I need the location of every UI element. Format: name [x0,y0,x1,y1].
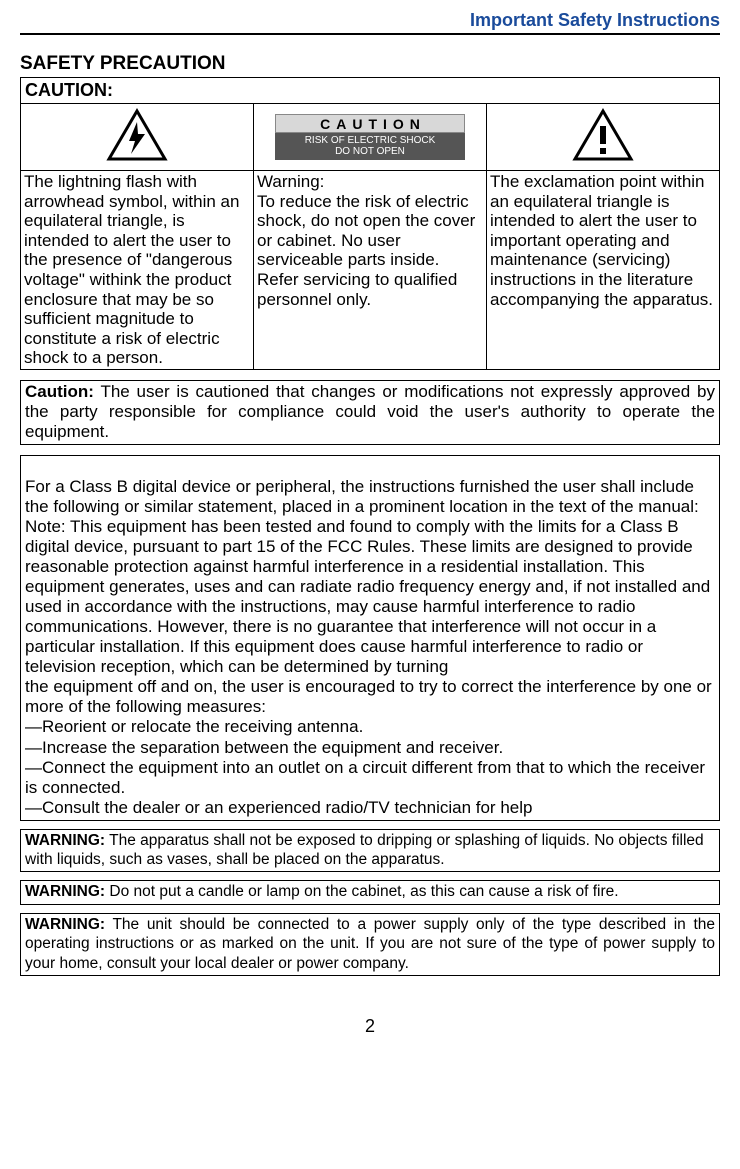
warning-label: WARNING: [25,883,105,900]
warning-box-2: WARNING: Do not put a candle or lamp on … [20,880,720,904]
caution-table: CAUTION: CAUTION RISK OF ELECTRIC SHOCK … [20,77,720,370]
warning-text: The apparatus shall not be exposed to dr… [25,832,704,868]
lightning-triangle-icon-cell [21,103,254,171]
caution-label-bottom: RISK OF ELECTRIC SHOCK DO NOT OPEN [275,133,465,160]
exclamation-triangle-icon-cell [487,103,720,171]
section-title: SAFETY PRECAUTION [20,53,720,77]
caution-label-top: CAUTION [275,114,465,133]
warning-label: WARNING: [25,832,105,849]
fcc-box-text: For a Class B digital device or peripher… [25,477,712,817]
warning-box-3: WARNING: The unit should be connected to… [20,913,720,976]
caution-label-cell: CAUTION RISK OF ELECTRIC SHOCK DO NOT OP… [254,103,487,171]
page-container: Important Safety Instructions SAFETY PRE… [0,0,740,1057]
warning-text: The unit should be connected to a power … [25,916,715,972]
header-title: Important Safety Instructions [470,10,720,30]
exclamation-triangle-icon [572,108,634,167]
caution-col2: Warning: To reduce the risk of electric … [254,171,487,369]
warning-box-1: WARNING: The apparatus shall not be expo… [20,829,720,873]
page-number: 2 [20,1016,720,1037]
caution-box: Caution: The user is cautioned that chan… [20,380,720,445]
caution-box-label: Caution: [25,382,94,401]
page-header: Important Safety Instructions [20,10,720,35]
warning-label: WARNING: [25,916,105,933]
caution-col1: The lightning flash with arrowhead symbo… [21,171,254,369]
caution-table-head: CAUTION: [21,78,720,104]
warning-text: Do not put a candle or lamp on the cabin… [105,883,619,900]
fcc-box: For a Class B digital device or peripher… [20,455,720,821]
caution-label-icon: CAUTION RISK OF ELECTRIC SHOCK DO NOT OP… [275,114,465,160]
lightning-triangle-icon [106,108,168,167]
caution-box-text: The user is cautioned that changes or mo… [25,382,715,441]
caution-col3: The exclamation point within an equilate… [487,171,720,369]
